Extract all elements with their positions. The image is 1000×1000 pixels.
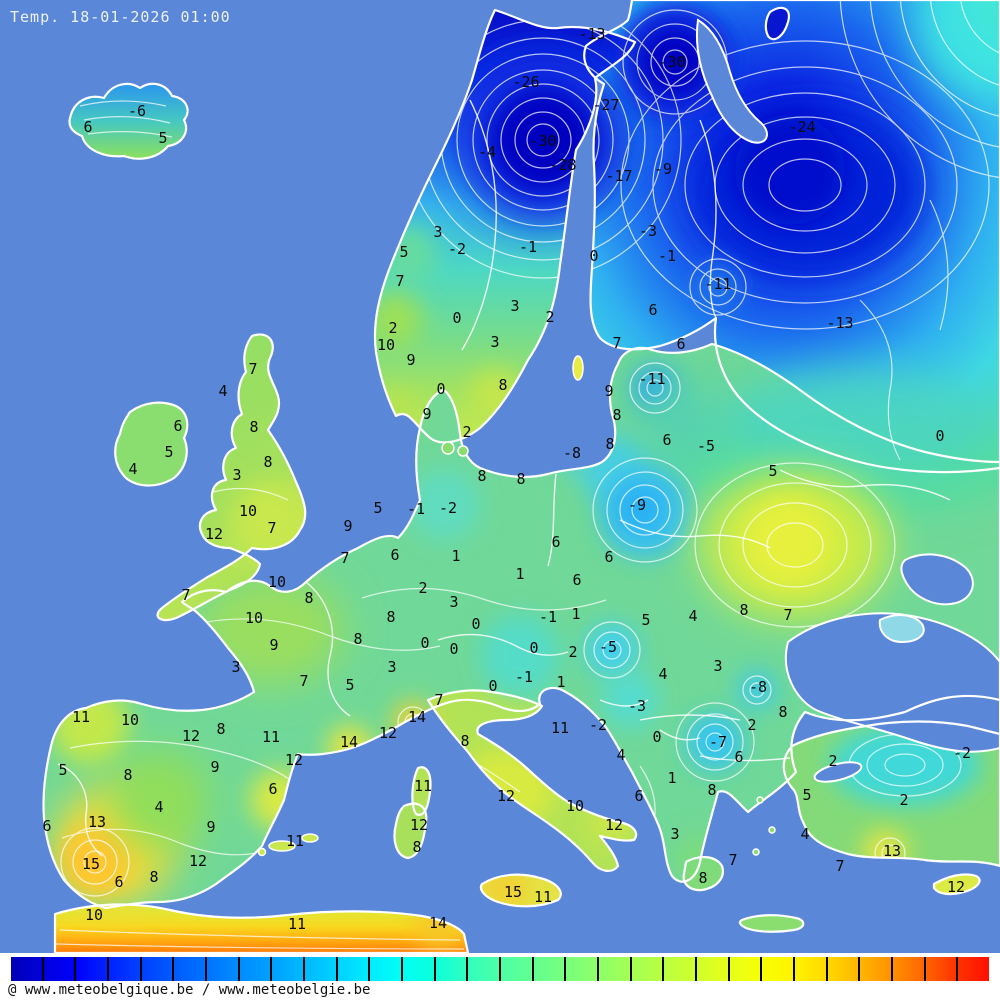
scale-segment bbox=[139, 957, 173, 981]
scale-segment bbox=[695, 957, 728, 981]
scale-segment bbox=[466, 957, 500, 981]
scale-segment bbox=[531, 957, 565, 981]
white-sea bbox=[696, 18, 768, 144]
europe-temperature-map bbox=[42, 0, 1000, 953]
legend-strip: @ www.meteobelgique.be / www.meteobelgie… bbox=[0, 953, 1000, 1000]
scale-segment bbox=[858, 957, 892, 981]
black-sea bbox=[784, 612, 1000, 753]
gotland-island bbox=[572, 355, 584, 381]
scale-segment bbox=[335, 957, 369, 981]
scale-segment bbox=[11, 957, 42, 981]
sea-of-marmara bbox=[813, 761, 863, 783]
scale-segment bbox=[597, 957, 630, 981]
danish-isle bbox=[441, 441, 455, 455]
inland-seas bbox=[696, 18, 1000, 783]
scale-segment bbox=[793, 957, 826, 981]
small-islands bbox=[257, 355, 776, 857]
scale-segment bbox=[662, 957, 696, 981]
scale-segment bbox=[433, 957, 467, 981]
map-area: 6 -6 5 -13 -30 -26 -27 -30 -4 -28 -17 -9 -24 3 5 -2 -1 7 0… bbox=[10, 0, 1000, 953]
scale-segment bbox=[499, 957, 532, 981]
scale-segment bbox=[368, 957, 402, 981]
scale-segment bbox=[401, 957, 434, 981]
scale-segment bbox=[237, 957, 271, 981]
scale-segment bbox=[891, 957, 924, 981]
menorca-island bbox=[301, 833, 319, 843]
crimea bbox=[878, 614, 925, 644]
ibiza-island bbox=[257, 847, 267, 857]
scale-segment bbox=[303, 957, 336, 981]
temperature-field bbox=[50, 0, 1000, 950]
scale-segment bbox=[629, 957, 663, 981]
credit-text: @ www.meteobelgique.be / www.meteobelgie… bbox=[8, 982, 371, 998]
aegean-island bbox=[752, 848, 760, 856]
aegean-island bbox=[768, 826, 776, 834]
country-borders bbox=[57, 99, 951, 857]
temperature-scale-bar bbox=[11, 957, 990, 981]
danish-isle bbox=[457, 445, 469, 457]
scale-segment bbox=[760, 957, 794, 981]
scale-segment bbox=[74, 957, 108, 981]
scale-segment bbox=[172, 957, 206, 981]
aegean-island bbox=[756, 796, 764, 804]
scale-segment bbox=[956, 957, 990, 981]
scale-segment bbox=[923, 957, 957, 981]
sea-of-azov bbox=[900, 553, 974, 606]
scale-segment bbox=[205, 957, 238, 981]
scale-segment bbox=[727, 957, 761, 981]
scale-segment bbox=[107, 957, 140, 981]
mallorca-island bbox=[268, 840, 296, 852]
scale-segment bbox=[270, 957, 304, 981]
scale-segment bbox=[564, 957, 598, 981]
map-title: Temp. 18-01-2026 01:00 bbox=[10, 8, 231, 26]
scale-segment bbox=[825, 957, 859, 981]
scale-segment bbox=[41, 957, 75, 981]
